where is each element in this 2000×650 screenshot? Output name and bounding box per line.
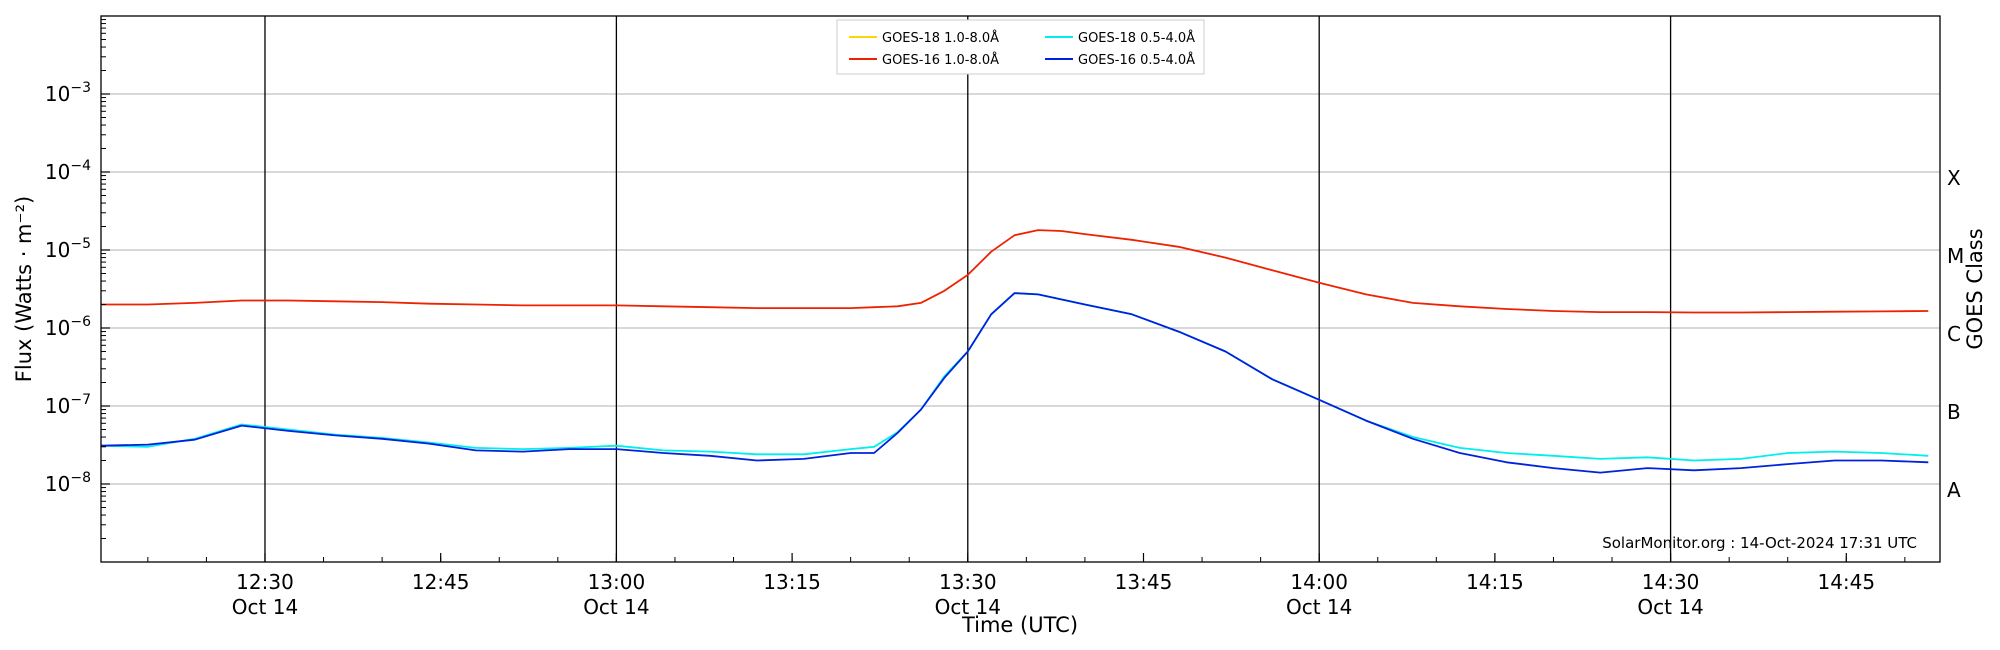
legend-label: GOES-16 1.0-8.0Å (882, 52, 999, 68)
goes-class-label: A (1947, 478, 1961, 502)
y-tick-label: 10−7 (45, 392, 91, 418)
goes-class-label: B (1947, 400, 1961, 424)
credit-text: SolarMonitor.org : 14-Oct-2024 17:31 UTC (1602, 534, 1917, 552)
y-axis-title: Flux (Watts · m⁻²) (12, 196, 36, 382)
legend-label: GOES-16 0.5-4.0Å (1078, 52, 1195, 68)
goes-class-label: X (1947, 166, 1961, 190)
series-line (100, 292, 1929, 474)
x-tick-date-label: Oct 14 (583, 595, 649, 619)
x-tick-date-label: Oct 14 (1286, 595, 1352, 619)
legend: GOES-18 1.0-8.0Å GOES-18 0.5-4.0Å GOES-16 … (836, 19, 1205, 75)
grid-layer (101, 16, 1940, 562)
goes-class-axis-title: GOES Class (1963, 228, 1987, 349)
y-tick-label: 10−6 (45, 314, 91, 340)
y-tick-label: 10−8 (45, 470, 91, 496)
x-tick-label: 13:45 (1115, 570, 1173, 594)
legend-box (836, 19, 1205, 75)
x-tick-label: 14:15 (1466, 570, 1524, 594)
series-layer (100, 229, 1929, 474)
legend-label: GOES-18 0.5-4.0Å (1078, 30, 1195, 46)
goes-class-label: C (1947, 322, 1961, 346)
x-tick-label: 12:30 (236, 570, 294, 594)
x-tick-label: 13:15 (763, 570, 821, 594)
goes-class-label: M (1947, 244, 1964, 268)
x-tick-date-label: Oct 14 (1637, 595, 1703, 619)
x-axis-title: Time (UTC) (961, 613, 1078, 637)
y-tick-label: 10−4 (45, 158, 91, 184)
x-tick-label: 13:00 (588, 570, 646, 594)
x-tick-label: 14:00 (1290, 570, 1348, 594)
x-tick-date-label: Oct 14 (232, 595, 298, 619)
x-tick-label: 14:30 (1642, 570, 1700, 594)
legend-label: GOES-18 1.0-8.0Å (882, 30, 999, 46)
x-tick-label: 14:45 (1817, 570, 1875, 594)
y-tick-label: 10−3 (45, 80, 91, 106)
x-tick-label: 13:30 (939, 570, 997, 594)
x-tick-label: 12:45 (412, 570, 470, 594)
x-tick-date-label: Oct 14 (935, 595, 1001, 619)
series-line (101, 229, 1929, 314)
plot-frame (100, 15, 1941, 563)
y-tick-label: 10−5 (45, 236, 91, 262)
